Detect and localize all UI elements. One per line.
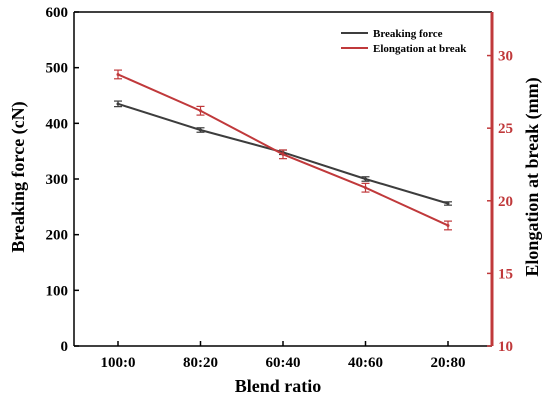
left-tick-label: 600 xyxy=(46,5,69,21)
data-point xyxy=(446,201,450,205)
legend-label-elongation: Elongation at break xyxy=(373,43,467,55)
plot-frame xyxy=(74,11,492,347)
data-point xyxy=(199,128,202,132)
data-point xyxy=(199,109,202,113)
series-layer xyxy=(114,69,452,231)
left-tick-label: 100 xyxy=(46,283,69,299)
right-tick-label: 30 xyxy=(498,49,513,65)
right-tick-label: 10 xyxy=(498,339,513,355)
left-tick-label: 200 xyxy=(46,228,69,244)
right-y-axis: 10 15 20 25 30 xyxy=(487,12,513,355)
left-tick-label: 300 xyxy=(46,172,69,188)
right-tick-label: 25 xyxy=(498,121,513,137)
right-tick-label: 20 xyxy=(498,194,513,210)
data-point xyxy=(281,152,285,156)
left-y-axis: 0 100 200 300 400 500 600 xyxy=(46,5,79,355)
data-point xyxy=(446,223,450,227)
right-y-axis-title: Elongation at break (mm) xyxy=(522,77,543,276)
x-tick-label: 20:80 xyxy=(431,355,466,371)
legend: Breaking force Elongation at break xyxy=(341,28,467,55)
data-point xyxy=(364,186,367,190)
data-point xyxy=(116,102,120,106)
x-axis-title: Blend ratio xyxy=(235,376,322,396)
right-tick-label: 15 xyxy=(498,266,513,282)
left-tick-label: 400 xyxy=(46,116,69,132)
x-tick-label: 40:60 xyxy=(348,355,383,371)
data-point xyxy=(364,177,367,181)
left-tick-label: 500 xyxy=(46,61,69,77)
legend-label-breaking-force: Breaking force xyxy=(373,28,443,40)
left-y-axis-title: Breaking force (cN) xyxy=(8,101,29,252)
x-axis: 100:0 80:20 60:40 40:60 20:80 xyxy=(101,341,466,371)
series-elongation-at-break xyxy=(114,69,452,231)
left-tick-label: 0 xyxy=(61,339,69,355)
data-point xyxy=(116,72,120,76)
x-tick-label: 80:20 xyxy=(183,355,218,371)
x-tick-label: 60:40 xyxy=(266,355,301,371)
x-tick-label: 100:0 xyxy=(101,355,136,371)
